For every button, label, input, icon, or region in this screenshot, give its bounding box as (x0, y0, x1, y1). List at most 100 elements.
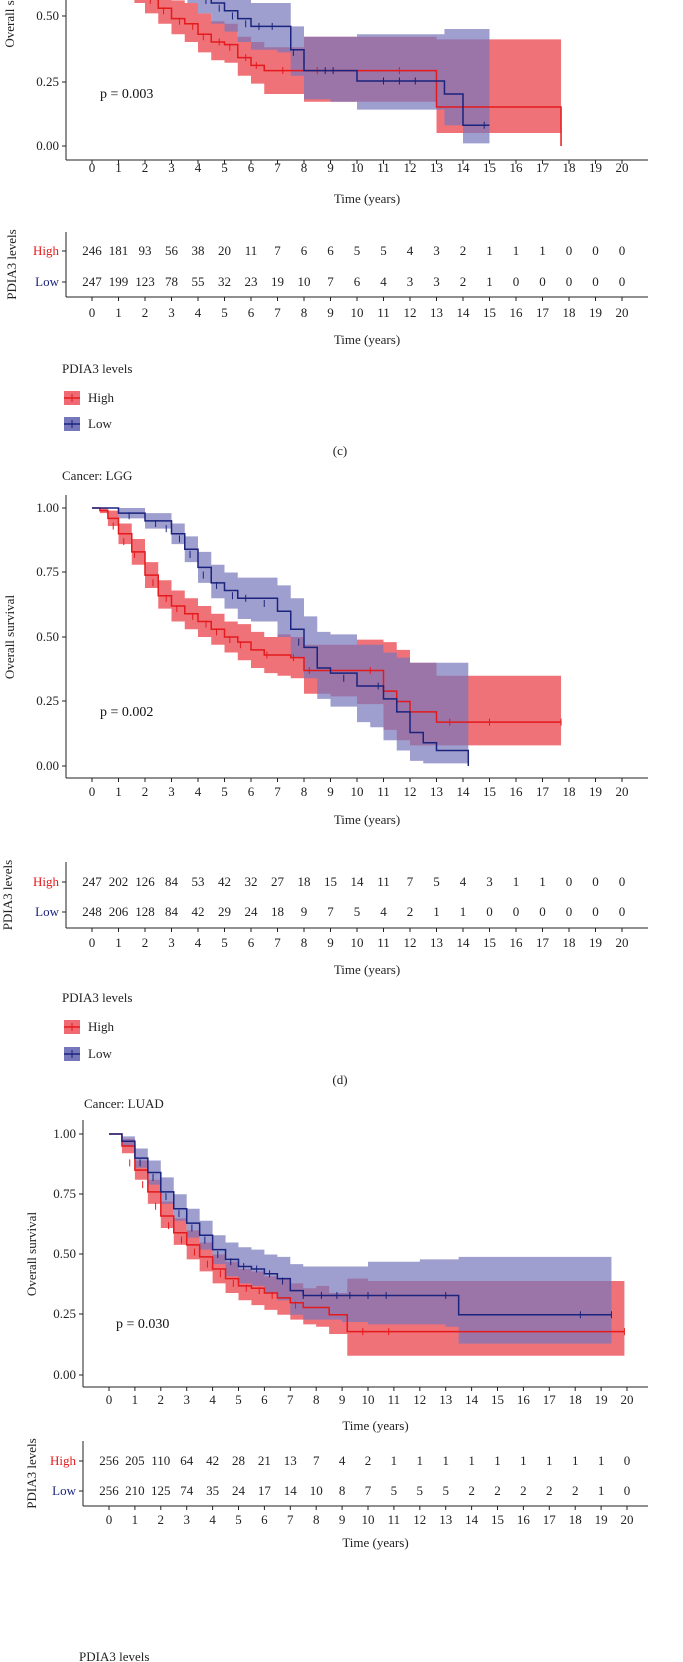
risk-count: 5 (354, 904, 361, 919)
risk-count: 0 (592, 274, 599, 289)
risk-x-tick-label: 4 (195, 935, 202, 950)
x-tick-label: 8 (313, 1392, 320, 1407)
risk-x-tick-label: 3 (183, 1512, 190, 1527)
risk-count: 1 (468, 1453, 475, 1468)
risk-x-tick-label: 11 (377, 305, 390, 320)
risk-count: 2 (365, 1453, 372, 1468)
risk-x-tick-label: 9 (327, 935, 334, 950)
x-axis-label: Time (years) (334, 191, 400, 206)
risk-x-tick-label: 17 (536, 305, 550, 320)
y-tick-label: 1.00 (36, 500, 59, 515)
legend-label-low: Low (88, 416, 112, 431)
risk-row-label: High (50, 1453, 77, 1468)
x-tick-label: 12 (404, 160, 417, 175)
risk-x-tick-label: 10 (351, 935, 364, 950)
risk-count: 256 (99, 1483, 119, 1498)
x-tick-label: 14 (457, 784, 471, 799)
risk-count: 7 (274, 243, 281, 258)
panel-caption: (c) (333, 443, 347, 458)
p-value: p = 0.030 (116, 1317, 169, 1332)
risk-count: 3 (407, 274, 414, 289)
x-tick-label: 7 (274, 160, 281, 175)
risk-count: 32 (218, 274, 231, 289)
x-axis-label: Time (years) (342, 1418, 408, 1433)
risk-count: 1 (494, 1453, 501, 1468)
risk-count: 78 (165, 274, 178, 289)
risk-x-tick-label: 6 (248, 935, 255, 950)
x-tick-label: 17 (543, 1392, 557, 1407)
risk-x-tick-label: 18 (563, 305, 576, 320)
x-tick-label: 18 (563, 160, 576, 175)
risk-count: 18 (298, 874, 311, 889)
risk-x-tick-label: 12 (413, 1512, 426, 1527)
risk-x-tick-label: 13 (439, 1512, 452, 1527)
risk-x-axis-label: Time (years) (342, 1535, 408, 1550)
risk-count: 0 (566, 274, 573, 289)
x-tick-label: 9 (327, 784, 334, 799)
x-tick-label: 14 (457, 160, 471, 175)
km-bands (109, 1133, 625, 1356)
x-tick-label: 13 (439, 1392, 452, 1407)
x-tick-label: 9 (339, 1392, 346, 1407)
x-tick-label: 20 (616, 784, 629, 799)
x-tick-label: 7 (274, 784, 281, 799)
km-line-high (157, 0, 562, 146)
x-tick-label: 6 (261, 1392, 268, 1407)
risk-count: 1 (442, 1453, 449, 1468)
risk-count: 4 (407, 243, 414, 258)
risk-count: 1 (520, 1453, 527, 1468)
risk-count: 2 (520, 1483, 527, 1498)
x-tick-label: 20 (621, 1392, 634, 1407)
risk-count: 0 (624, 1483, 631, 1498)
y-axis-label: Overall survival (24, 1212, 39, 1297)
risk-count: 9 (301, 904, 308, 919)
legend-label-high: High (88, 1019, 115, 1034)
risk-x-tick-label: 15 (483, 305, 496, 320)
x-tick-label: 19 (589, 160, 602, 175)
risk-x-tick-label: 8 (301, 935, 308, 950)
risk-count: 10 (310, 1483, 323, 1498)
y-tick-label: 0.25 (53, 1306, 76, 1321)
x-tick-label: 3 (168, 160, 175, 175)
x-tick-label: 12 (404, 784, 417, 799)
panel-caption: (d) (332, 1072, 347, 1087)
x-tick-label: 6 (248, 160, 255, 175)
risk-count: 0 (539, 904, 546, 919)
risk-x-axis-label: Time (years) (334, 962, 400, 977)
risk-count: 2 (494, 1483, 501, 1498)
risk-x-tick-label: 13 (430, 305, 443, 320)
y-tick-label: 0.50 (53, 1246, 76, 1261)
risk-count: 0 (619, 243, 626, 258)
x-tick-label: 14 (465, 1392, 479, 1407)
risk-table-ylabel: PDIA3 levels (24, 1438, 39, 1508)
x-tick-label: 20 (616, 160, 629, 175)
risk-count: 27 (271, 874, 285, 889)
risk-x-tick-label: 5 (235, 1512, 242, 1527)
risk-count: 0 (566, 243, 573, 258)
risk-count: 38 (192, 243, 205, 258)
x-axis-label: Time (years) (334, 812, 400, 827)
chart-title: Cancer: LUAD (84, 1096, 164, 1111)
x-tick-label: 18 (563, 784, 576, 799)
x-tick-label: 17 (536, 784, 550, 799)
risk-x-tick-label: 10 (351, 305, 364, 320)
risk-row-label: High (33, 874, 60, 889)
risk-count: 11 (245, 243, 258, 258)
y-tick-label: 0.50 (36, 8, 59, 23)
y-tick-label: 0.50 (36, 629, 59, 644)
risk-count: 1 (391, 1453, 398, 1468)
risk-x-tick-label: 0 (89, 305, 96, 320)
x-tick-label: 11 (377, 784, 390, 799)
x-tick-label: 15 (483, 784, 496, 799)
y-tick-label: 0.00 (53, 1367, 76, 1382)
risk-count: 2 (468, 1483, 475, 1498)
risk-count: 5 (391, 1483, 398, 1498)
risk-count: 3 (433, 243, 440, 258)
risk-x-tick-label: 14 (465, 1512, 479, 1527)
risk-count: 21 (258, 1453, 271, 1468)
risk-count: 4 (460, 874, 467, 889)
risk-count: 1 (572, 1453, 579, 1468)
risk-x-tick-label: 1 (115, 935, 122, 950)
risk-x-tick-label: 5 (221, 305, 228, 320)
risk-x-tick-label: 8 (313, 1512, 320, 1527)
